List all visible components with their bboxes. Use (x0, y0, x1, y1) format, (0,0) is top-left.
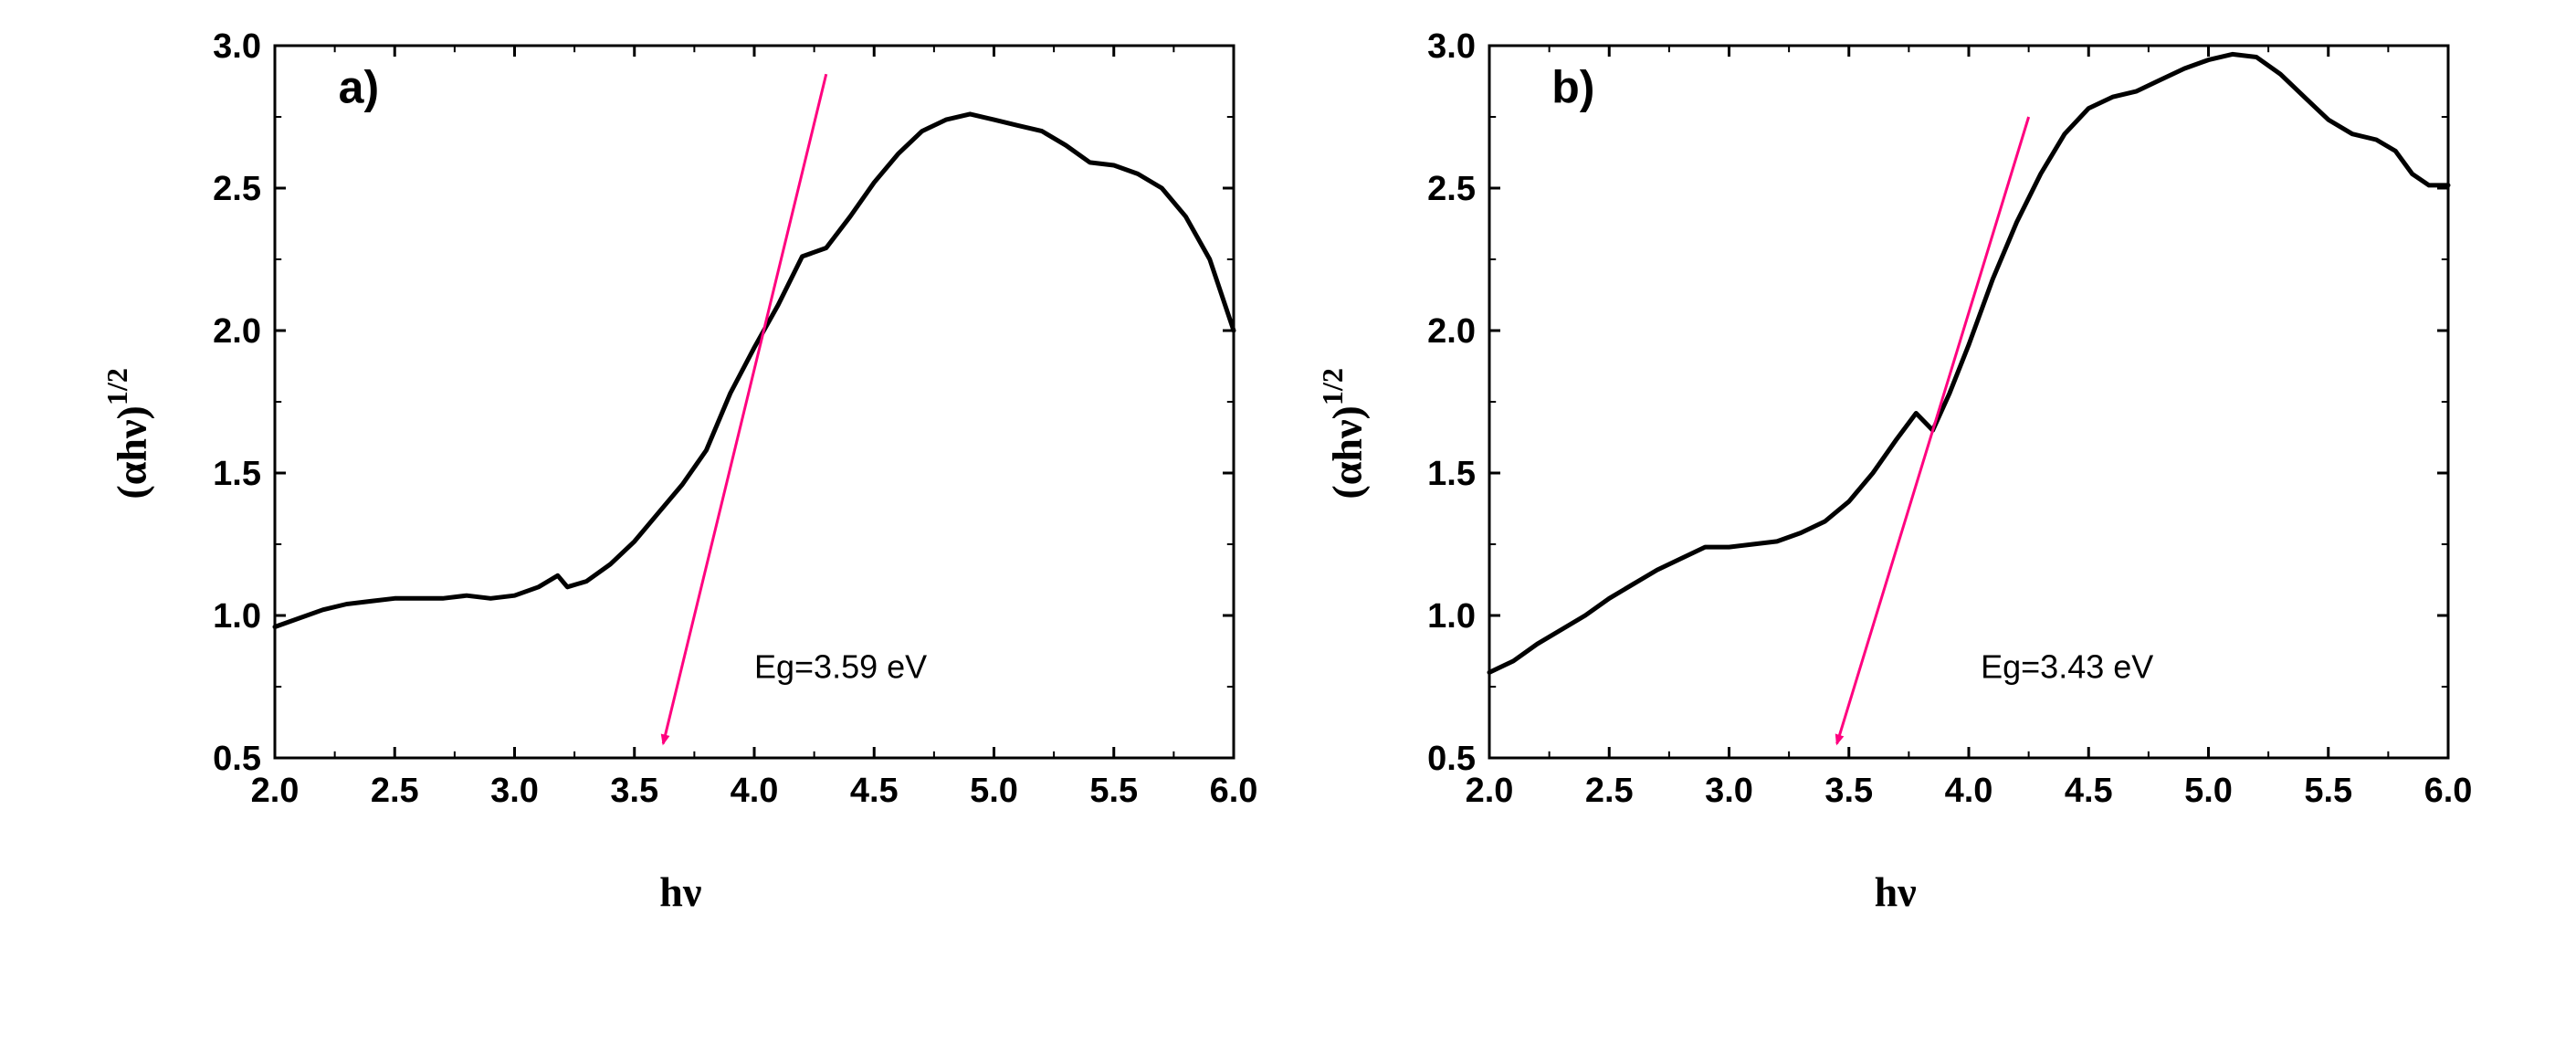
ytick-label: 2.5 (213, 170, 261, 208)
panel-b-xlabel: hν (1875, 867, 1917, 916)
xtick-label: 3.0 (1705, 772, 1753, 810)
panel-label: b) (1551, 61, 1594, 112)
panel-a: (αhν)1/2 2.0 2.5 3.0 3.5 4.0 4.5 5.0 5.5 6.0 0.5 1… (100, 18, 1260, 916)
panel-a-plot-row: (αhν)1/2 2.0 2.5 3.0 3.5 4.0 4.5 5.0 5.5 6.0 0.5 1… (100, 18, 1260, 849)
xtick-label: 3.5 (1824, 772, 1873, 810)
panel-b-ylabel: (αhν)1/2 (1316, 368, 1371, 499)
ytick-label: 3.0 (1427, 27, 1476, 66)
panel-a-ylabel: (αhν)1/2 (100, 368, 155, 499)
ytick-label: 1.5 (1427, 455, 1476, 493)
ytick-label: 1.0 (1427, 597, 1476, 636)
panel-b-svg: 2.02.53.03.54.04.55.05.56.00.51.01.52.02… (1380, 18, 2476, 849)
xtick-label: 3.5 (610, 772, 658, 810)
plot-box (1489, 46, 2448, 758)
bandgap-annotation: Eg=3.43 eV (1981, 648, 2153, 686)
xtick-label: 5.0 (2184, 772, 2233, 810)
xtick-label: 6.0 (1209, 772, 1257, 810)
panel-b: (αhν)1/2 2.0 2.5 3.0 3.5 4.0 4.5 5.0 5.5 6.0 0.5 1… (1316, 18, 2476, 916)
xtick-label: 5.5 (1089, 772, 1138, 810)
ytick-label: 1.0 (213, 597, 261, 636)
ytick-label: 2.0 (213, 312, 261, 351)
bandgap-annotation: Eg=3.59 eV (754, 648, 927, 686)
xtick-label: 2.5 (1585, 772, 1634, 810)
ytick-label: 0.5 (213, 740, 261, 778)
panel-a-xlabel: hν (659, 867, 701, 916)
panel-label: a) (338, 61, 378, 112)
xtick-label: 4.5 (2065, 772, 2113, 810)
xtick-label: 3.0 (490, 772, 539, 810)
xtick-label: 5.0 (970, 772, 1018, 810)
xtick-label: 4.0 (730, 772, 778, 810)
ytick-label: 3.0 (213, 27, 261, 66)
xtick-label: 4.5 (849, 772, 898, 810)
xtick-label: 4.0 (1944, 772, 1992, 810)
ytick-label: 2.0 (1427, 312, 1476, 351)
xtick-label: 6.0 (2424, 772, 2472, 810)
ytick-label: 1.5 (213, 455, 261, 493)
panel-a-svg: 2.02.53.03.54.04.55.05.56.00.51.01.52.02… (165, 18, 1261, 849)
ytick-label: 0.5 (1427, 740, 1476, 778)
xtick-label: 2.5 (370, 772, 418, 810)
ytick-label: 2.5 (1427, 170, 1476, 208)
panel-b-plot-row: (αhν)1/2 2.0 2.5 3.0 3.5 4.0 4.5 5.0 5.5 6.0 0.5 1… (1316, 18, 2476, 849)
figure-container: (αhν)1/2 2.0 2.5 3.0 3.5 4.0 4.5 5.0 5.5 6.0 0.5 1… (0, 0, 2576, 1062)
xtick-label: 5.5 (2304, 772, 2352, 810)
